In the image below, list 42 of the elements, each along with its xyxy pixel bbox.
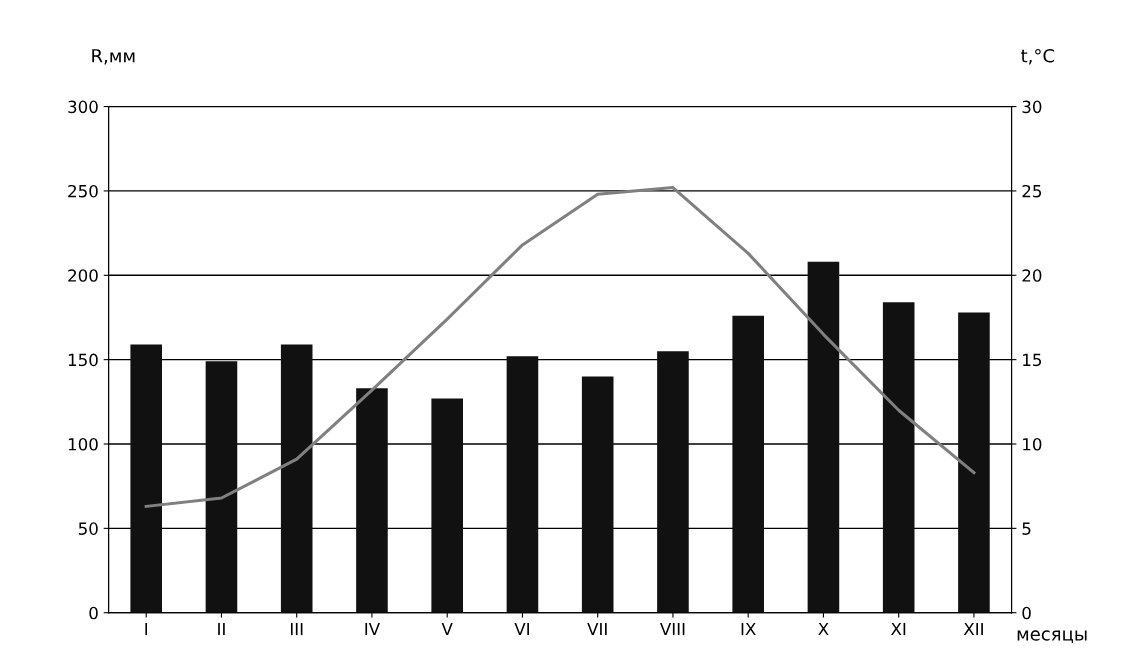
bar bbox=[506, 356, 539, 613]
x-tick-label: XII bbox=[963, 622, 983, 636]
line-series bbox=[144, 186, 976, 508]
y-tick-label: 200 bbox=[68, 269, 98, 282]
bar bbox=[130, 344, 163, 613]
bar bbox=[581, 376, 614, 613]
x-tick-label: IV bbox=[365, 622, 380, 636]
y-axis-title: R,мм bbox=[92, 49, 135, 65]
y-tick-label: 300 bbox=[68, 100, 98, 114]
x-tick-label: I bbox=[145, 622, 148, 636]
x-tick-label: X bbox=[818, 622, 829, 636]
y2-tick-label: 25 bbox=[1022, 184, 1042, 198]
x-tick-label: III bbox=[290, 622, 303, 636]
bar bbox=[280, 344, 313, 613]
x-tick-label: VIII bbox=[660, 622, 685, 636]
bar bbox=[732, 315, 764, 613]
x-tick-label: II bbox=[218, 622, 225, 636]
y-tick-label: 250 bbox=[68, 184, 98, 198]
bar bbox=[205, 361, 238, 613]
y2-tick-label: 10 bbox=[1023, 437, 1042, 451]
bar bbox=[657, 351, 689, 613]
y-tick-label: 100 bbox=[68, 437, 98, 451]
x-tick-label: XI bbox=[891, 622, 906, 636]
bar bbox=[356, 388, 388, 613]
x-tick-label: IX bbox=[741, 622, 756, 636]
y2-tick-label: 15 bbox=[1023, 353, 1042, 367]
y2-tick-label: 20 bbox=[1022, 269, 1042, 282]
bar bbox=[958, 312, 990, 613]
bar bbox=[882, 302, 915, 613]
x-tick-label: VI bbox=[514, 622, 529, 636]
y-tick-label: 50 bbox=[78, 522, 98, 535]
y2-tick-label: 5 bbox=[1022, 522, 1031, 535]
y-tick-label: 0 bbox=[89, 606, 98, 620]
y2-axis-title: t,°C bbox=[1021, 48, 1055, 65]
x-axis-title: месяцы bbox=[1017, 630, 1087, 643]
bar bbox=[807, 261, 840, 613]
bar bbox=[431, 398, 463, 613]
y-tick-label: 150 bbox=[68, 353, 98, 367]
x-tick-label: V bbox=[441, 622, 453, 636]
y2-tick-label: 30 bbox=[1022, 100, 1042, 114]
x-tick-label: VII bbox=[587, 622, 607, 636]
y2-tick-label: 0 bbox=[1022, 606, 1031, 620]
